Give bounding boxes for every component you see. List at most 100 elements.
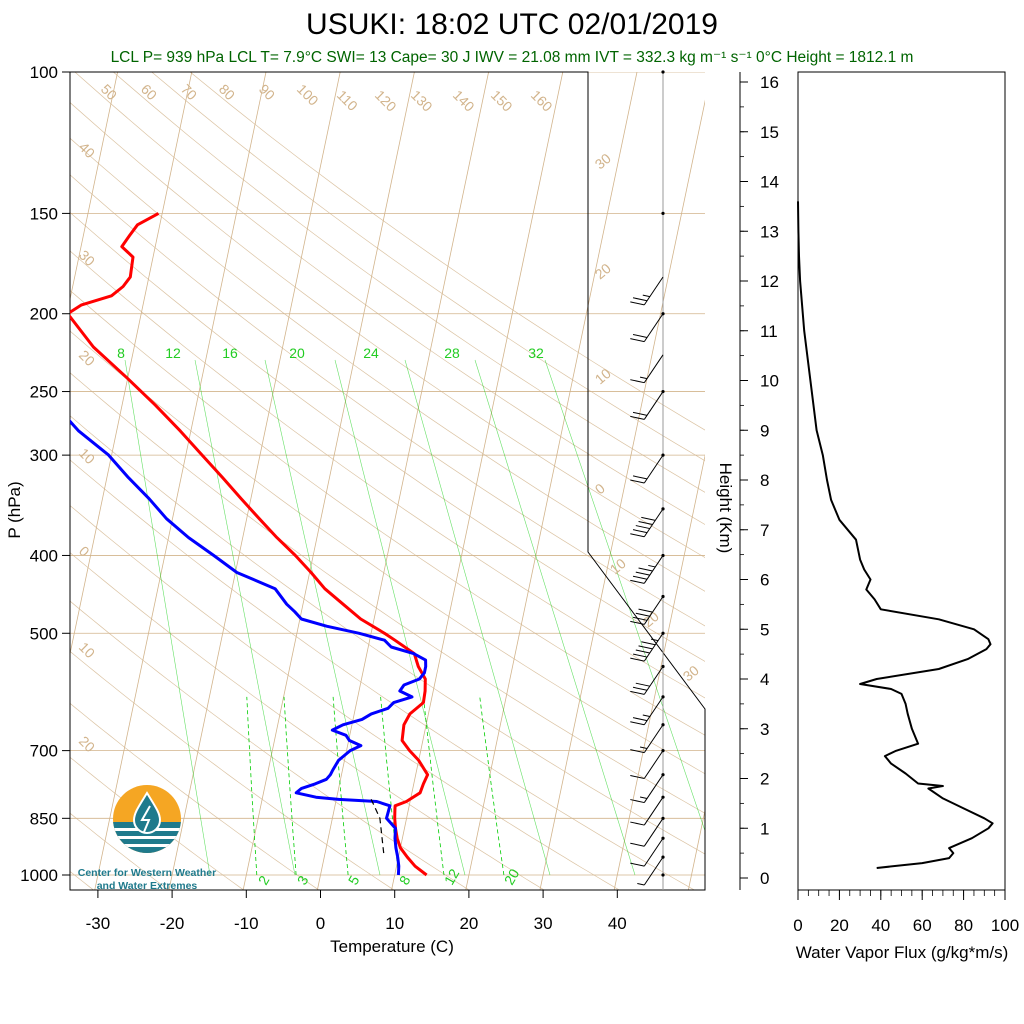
x-tick-label: -10 (234, 914, 259, 933)
isotherm-label: 10 (592, 365, 614, 387)
dry-adiabat-line (151, 72, 705, 462)
skewt-frame (69, 71, 706, 891)
wind-barb (643, 276, 664, 306)
wind-barb-half-feather (642, 294, 650, 298)
x-tick-label: 10 (385, 914, 404, 933)
y-tick-label: 400 (30, 546, 58, 565)
dry-adiabat-line (113, 72, 705, 493)
barb-level-dot (661, 816, 665, 820)
wind-barb-feather (630, 775, 645, 779)
flux-x-tick-label: 80 (954, 916, 973, 935)
wind-barb-feather (632, 686, 648, 691)
isotherm-label: 30 (76, 247, 98, 269)
barb-level-dot (661, 855, 665, 859)
flux-frame (797, 71, 1006, 891)
wind-barb-feather (630, 721, 645, 726)
wind-barb-feather (630, 690, 645, 695)
dry-adiabat-line (70, 330, 705, 775)
temperature-line (70, 212, 430, 877)
wind-barb-feather (630, 479, 645, 484)
wind-barb (643, 313, 664, 342)
moist-adiabat-label: 16 (222, 345, 238, 361)
wind-barb-feather (630, 579, 645, 584)
barb-level-dot (661, 749, 665, 753)
isotherm-label: 10 (76, 445, 98, 467)
logo-text-line2: and Water Extremes (97, 880, 198, 892)
isotherm-line (762, 72, 934, 892)
y-tick-label: 1000 (20, 866, 58, 885)
flux-y-tick-label: 1 (760, 819, 769, 838)
wind-barb-feather (638, 645, 653, 650)
wind-barb (643, 508, 664, 538)
flux-y-tick-label: 3 (760, 720, 769, 739)
flux-x-tick-label: 0 (793, 916, 802, 935)
flux-y-tick-label: 15 (760, 123, 779, 142)
x-tick-label: -30 (86, 914, 111, 933)
isotherm-label: 30 (680, 662, 702, 684)
isotherm-line (687, 808, 705, 890)
x-tick-label: 0 (316, 914, 325, 933)
isotherm-labels: 50 60 70 80 90 100 110 120 130 140 150 160403020100… (76, 81, 702, 888)
wind-barb (643, 666, 664, 695)
y-tick-label: 700 (30, 742, 58, 761)
x-axis-label: Temperature (C) (330, 937, 454, 956)
barb-level-dot (661, 664, 665, 669)
wind-barb-half-feather (642, 714, 650, 718)
wind-barb-feather (632, 717, 648, 722)
dry-adiabat-line (70, 756, 245, 890)
y-tick-label: 100 (30, 63, 58, 82)
moist-adiabat-label: 32 (528, 345, 544, 361)
wind-barb-feather (630, 842, 645, 847)
moist-adiabat-line (474, 359, 636, 876)
flux-y-tick-label: 7 (760, 521, 769, 540)
dry-adiabat-label: 160 (528, 87, 556, 115)
logo-text-line1: Center for Western Weather (78, 867, 216, 879)
isotherm-line (242, 72, 415, 890)
x-tick-label: 40 (608, 914, 627, 933)
isotherm-label: 10 (607, 555, 629, 577)
isotherm-label: 0 (592, 480, 608, 497)
moist-adiabat-line (124, 359, 211, 876)
flux-x-tick-label: 20 (830, 916, 849, 935)
wind-barb-feather (635, 649, 650, 654)
wind-barb (643, 391, 664, 420)
isotherm-line (391, 72, 564, 890)
dry-adiabat-line (70, 505, 620, 890)
dry-adiabat-label: 70 (178, 81, 200, 103)
dry-adiabat-line (70, 459, 696, 890)
dry-adiabat-label: 60 (138, 81, 160, 103)
mixing-ratio-line (246, 696, 258, 876)
barb-level-dot (661, 873, 665, 877)
isotherm-line (539, 99, 705, 890)
flux-y-tick-label: 12 (760, 272, 779, 291)
wind-barb-half-feather (650, 638, 659, 642)
wind-barb-feather (632, 297, 648, 302)
flux-y-tick-label: 11 (760, 322, 778, 341)
dry-adiabat-label: 100 (294, 81, 322, 109)
wind-barb-feather (630, 657, 645, 662)
wind-barb-feather (638, 608, 653, 613)
wind-barb-feather (632, 411, 648, 416)
barb-level-dot (661, 312, 665, 316)
wind-barb-feather (635, 682, 650, 687)
wind-barb-feather (630, 338, 645, 343)
isotherm-label: 20 (76, 733, 98, 755)
barb-level-dot (661, 723, 665, 727)
wind-barb-feather (641, 641, 656, 646)
barb-level-dot (661, 211, 665, 216)
wind-barb (643, 774, 664, 803)
wind-barb-feather (630, 533, 645, 538)
barb-level-dot (661, 594, 665, 599)
flux-y-tick-label: 0 (760, 869, 769, 888)
dry-adiabat-line (70, 289, 705, 736)
dry-adiabat-line (189, 72, 705, 431)
dry-adiabat-line (70, 137, 705, 592)
moist-adiabat-label: 20 (289, 345, 305, 361)
barb-level-dot (661, 631, 665, 635)
dry-adiabat-line (70, 174, 705, 627)
wind-barb-feather (635, 612, 650, 617)
y-tick-label: 150 (30, 204, 58, 223)
wind-barb-feather (632, 575, 648, 580)
